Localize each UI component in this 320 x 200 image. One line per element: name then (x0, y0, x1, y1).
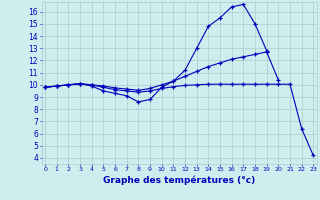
X-axis label: Graphe des températures (°c): Graphe des températures (°c) (103, 175, 255, 185)
